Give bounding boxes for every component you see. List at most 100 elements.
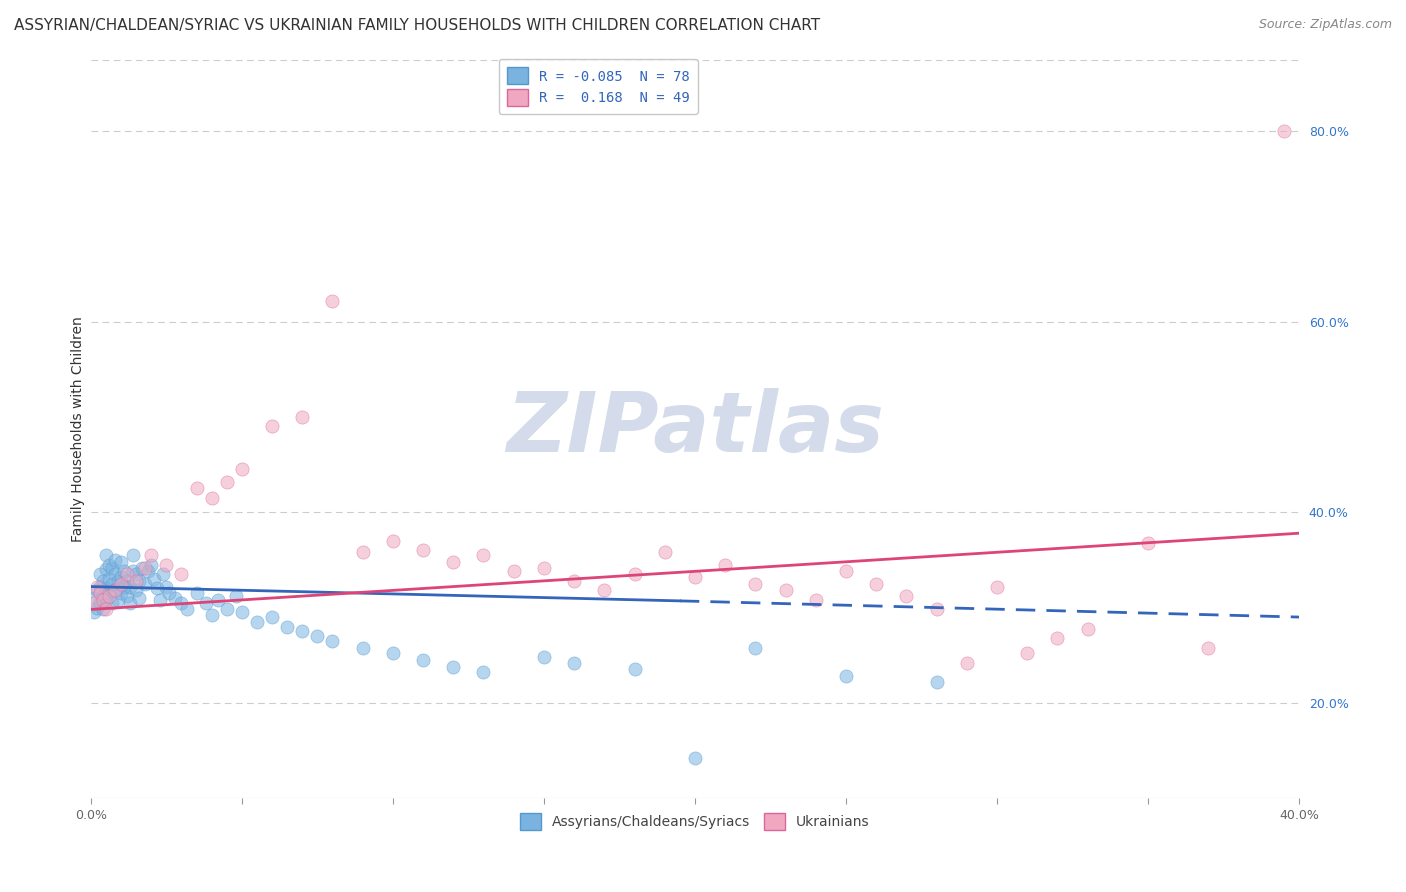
Point [110,586,132,600]
Point [683,751,706,765]
Point [91,602,114,616]
Point [110,555,132,569]
Point [246,615,269,629]
Point [83,596,105,610]
Point [291,624,314,639]
Point [533,650,555,665]
Point [986,580,1008,594]
Point [86,600,108,615]
Point [89,586,111,600]
Point [101,560,124,574]
Point [94,593,117,607]
Point [744,640,766,655]
Point [86,580,108,594]
Text: ASSYRIAN/CHALDEAN/SYRIAC VS UKRAINIAN FAMILY HOUSEHOLDS WITH CHILDREN CORRELATIO: ASSYRIAN/CHALDEAN/SYRIAC VS UKRAINIAN FA… [14,18,820,33]
Point [207,593,229,607]
Point [101,596,124,610]
Y-axis label: Family Households with Children: Family Households with Children [72,316,86,541]
Point [835,565,858,579]
Point [91,589,114,603]
Point [83,591,105,605]
Point [112,565,135,579]
Point [804,593,827,607]
Point [91,593,114,607]
Point [201,491,224,505]
Point [775,583,797,598]
Point [155,558,177,572]
Text: Source: ZipAtlas.com: Source: ZipAtlas.com [1258,18,1392,31]
Point [125,567,148,582]
Point [94,582,117,596]
Point [149,593,172,607]
Point [683,570,706,584]
Point [134,576,156,591]
Point [533,560,555,574]
Point [131,560,153,574]
Point [115,574,138,588]
Point [97,586,120,600]
Point [260,419,283,434]
Point [194,596,217,610]
Point [94,548,117,562]
Point [107,574,129,588]
Point [89,567,111,582]
Point [94,562,117,576]
Point [321,293,343,308]
Point [321,633,343,648]
Point [120,580,142,594]
Point [215,602,238,616]
Point [176,602,198,616]
Point [472,548,495,562]
Point [1046,631,1069,645]
Point [352,545,374,559]
Point [231,462,253,476]
Point [231,605,253,619]
Point [91,574,114,588]
Point [152,567,174,582]
Point [110,576,132,591]
Point [714,558,737,572]
Point [381,533,404,548]
Point [125,583,148,598]
Point [562,574,585,588]
Point [925,602,948,616]
Point [104,583,127,598]
Legend: Assyrians/Chaldeans/Syriacs, Ukrainians: Assyrians/Chaldeans/Syriacs, Ukrainians [515,807,876,836]
Point [115,589,138,603]
Point [104,553,127,567]
Point [502,565,524,579]
Point [97,558,120,572]
Point [146,582,169,596]
Point [104,583,127,598]
Point [291,409,314,424]
Point [104,567,127,582]
Point [412,653,434,667]
Point [128,574,150,588]
Point [201,608,224,623]
Point [215,475,238,489]
Point [1198,640,1220,655]
Point [170,596,193,610]
Point [1077,622,1099,636]
Point [225,589,247,603]
Point [260,610,283,624]
Point [744,576,766,591]
Point [1137,535,1160,549]
Point [136,565,159,579]
Point [562,656,585,670]
Point [122,565,145,579]
Point [412,543,434,558]
Point [110,570,132,584]
Point [97,589,120,603]
Point [925,674,948,689]
Point [122,548,145,562]
Point [157,586,180,600]
Point [141,548,163,562]
Point [623,663,645,677]
Point [89,596,111,610]
Point [186,482,208,496]
Point [86,583,108,598]
Point [835,669,858,683]
Point [1272,124,1295,138]
Point [120,596,142,610]
